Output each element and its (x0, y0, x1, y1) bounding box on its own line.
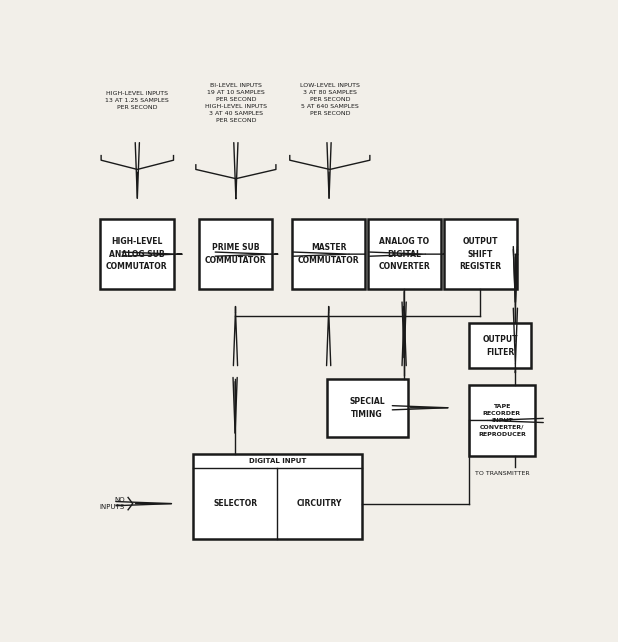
Text: HIGH-LEVEL
ANALOG SUB
COMMUTATOR: HIGH-LEVEL ANALOG SUB COMMUTATOR (106, 237, 167, 271)
Text: TO TRANSMITTER: TO TRANSMITTER (475, 471, 529, 476)
Text: CIRCUITRY: CIRCUITRY (297, 499, 342, 508)
Text: SPECIAL
TIMING: SPECIAL TIMING (349, 397, 385, 419)
Bar (193, 455, 362, 539)
Text: NO
INPUTS: NO INPUTS (100, 497, 125, 510)
Bar (327, 379, 408, 437)
Text: OUTPUT
FILTER: OUTPUT FILTER (482, 335, 518, 356)
Text: OUTPUT
SHIFT
REGISTER: OUTPUT SHIFT REGISTER (459, 237, 501, 271)
Bar (199, 220, 272, 289)
Bar (444, 220, 517, 289)
Bar (469, 324, 531, 368)
Text: ANALOG TO
DIGITAL
CONVERTER: ANALOG TO DIGITAL CONVERTER (378, 237, 430, 271)
Text: BI-LEVEL INPUTS
19 AT 10 SAMPLES
PER SECOND
HIGH-LEVEL INPUTS
3 AT 40 SAMPLES
PE: BI-LEVEL INPUTS 19 AT 10 SAMPLES PER SEC… (205, 83, 267, 123)
Text: HIGH-LEVEL INPUTS
13 AT 1.25 SAMPLES
PER SECOND: HIGH-LEVEL INPUTS 13 AT 1.25 SAMPLES PER… (106, 91, 169, 110)
Bar (292, 220, 365, 289)
Bar (368, 220, 441, 289)
Text: DIGITAL INPUT: DIGITAL INPUT (249, 458, 306, 464)
Bar (100, 220, 174, 289)
Text: MASTER
COMMUTATOR: MASTER COMMUTATOR (298, 243, 360, 265)
Text: LOW-LEVEL INPUTS
3 AT 80 SAMPLES
PER SECOND
5 AT 640 SAMPLES
PER SECOND: LOW-LEVEL INPUTS 3 AT 80 SAMPLES PER SEC… (300, 83, 360, 116)
Text: PRIME SUB
COMMUTATOR: PRIME SUB COMMUTATOR (205, 243, 266, 265)
Text: TAPE
RECORDER
INPUT
CONVERTER/
REPRODUCER: TAPE RECORDER INPUT CONVERTER/ REPRODUCE… (478, 404, 526, 437)
Bar (469, 385, 535, 456)
Text: SELECTOR: SELECTOR (213, 499, 257, 508)
